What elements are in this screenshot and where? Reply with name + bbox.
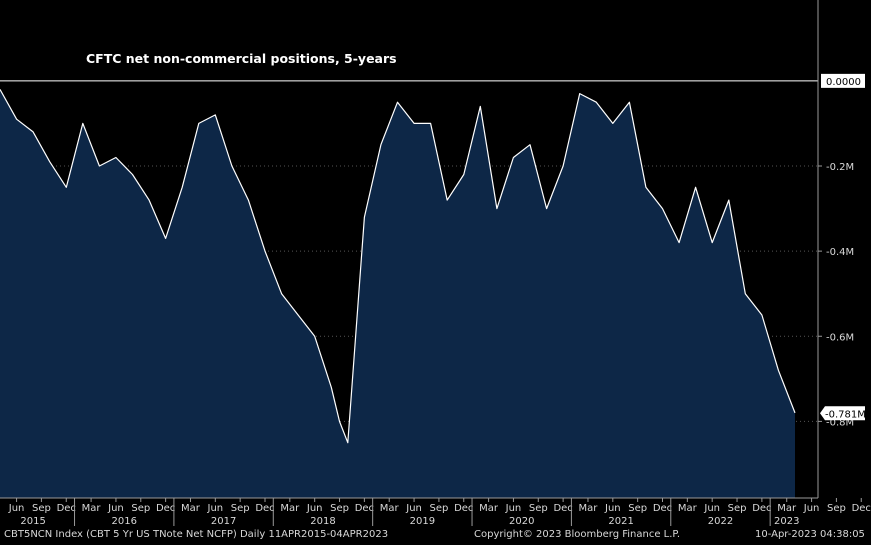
x-tick-label: Jun — [505, 503, 522, 514]
x-year-label: 2018 — [310, 516, 335, 527]
x-tick-label: Jun — [207, 503, 224, 514]
x-year-label: 2021 — [608, 516, 633, 527]
x-tick-label: Sep — [728, 503, 747, 514]
series-area — [0, 89, 795, 499]
x-tick-label: Sep — [628, 503, 647, 514]
x-tick-label: Jun — [8, 503, 25, 514]
zero-value-box — [821, 73, 865, 88]
y-tick-label: -0.6M — [826, 332, 854, 343]
x-year-label: 2023 — [774, 516, 799, 527]
x-tick-label: Jun — [703, 503, 720, 514]
chart-plot — [0, 89, 796, 499]
x-tick-label: Sep — [32, 503, 51, 514]
x-tick-label: Dec — [355, 503, 374, 514]
x-year-label: 2015 — [20, 516, 45, 527]
x-tick-label: Dec — [255, 503, 274, 514]
x-tick-label: Mar — [579, 503, 599, 514]
x-tick-label: Mar — [280, 503, 300, 514]
x-tick-label: Dec — [156, 503, 175, 514]
x-tick-label: Jun — [405, 503, 422, 514]
y-tick-label: 0.0000 — [826, 77, 861, 88]
y-tick-label: -0.2M — [826, 162, 854, 173]
footer-copyright: Copyright© 2023 Bloomberg Finance L.P. — [474, 529, 681, 540]
x-tick-label: Dec — [57, 503, 76, 514]
x-tick-label: Sep — [429, 503, 448, 514]
x-tick-label: Dec — [553, 503, 572, 514]
x-tick-label: Mar — [82, 503, 102, 514]
last-value-label: -0.781M — [825, 409, 866, 420]
x-year-label: 2020 — [509, 516, 534, 527]
x-axis: Jun Sep Dec Mar Jun Sep Dec Mar Jun Sep Dec Mar Jun S… — [8, 498, 871, 527]
x-tick-label: Dec — [852, 503, 871, 514]
x-tick-label: Dec — [752, 503, 771, 514]
x-year-label: 2017 — [211, 516, 236, 527]
x-tick-label: Sep — [231, 503, 250, 514]
x-tick-label: Mar — [678, 503, 698, 514]
x-tick-label: Dec — [454, 503, 473, 514]
y-tick-label: -0.8M — [826, 417, 854, 428]
x-tick-label: Sep — [827, 503, 846, 514]
last-value-box — [820, 406, 865, 421]
x-year-label: 2019 — [410, 516, 435, 527]
x-tick-label: Sep — [131, 503, 150, 514]
y-axis: 0.0000 -0.2M -0.4M -0.6M -0.8M-0.781M — [818, 73, 866, 428]
x-tick-label: Mar — [181, 503, 201, 514]
footer-bar: CBT5NCN Index (CBT 5 Yr US TNote Net NCF… — [0, 527, 871, 545]
footer-security-info: CBT5NCN Index (CBT 5 Yr US TNote Net NCF… — [4, 529, 389, 540]
x-tick-label: Sep — [529, 503, 548, 514]
footer-timestamp: 10-Apr-2023 04:38:05 — [755, 529, 865, 540]
x-year-label: 2022 — [708, 516, 733, 527]
x-year-label: 2016 — [111, 516, 136, 527]
x-tick-label: Mar — [479, 503, 499, 514]
y-tick-label: -0.4M — [826, 247, 854, 258]
x-tick-label: Mar — [777, 503, 797, 514]
series-line — [0, 89, 796, 444]
chart-title: CFTC net non-commercial positions, 5-yea… — [86, 51, 397, 66]
x-tick-label: Jun — [107, 503, 124, 514]
x-tick-label: Jun — [604, 503, 621, 514]
x-axis-band — [0, 498, 818, 527]
x-tick-label: Jun — [306, 503, 323, 514]
x-tick-label: Sep — [330, 503, 349, 514]
x-tick-label: Dec — [653, 503, 672, 514]
x-tick-label: Jun — [803, 503, 820, 514]
x-tick-label: Mar — [380, 503, 400, 514]
